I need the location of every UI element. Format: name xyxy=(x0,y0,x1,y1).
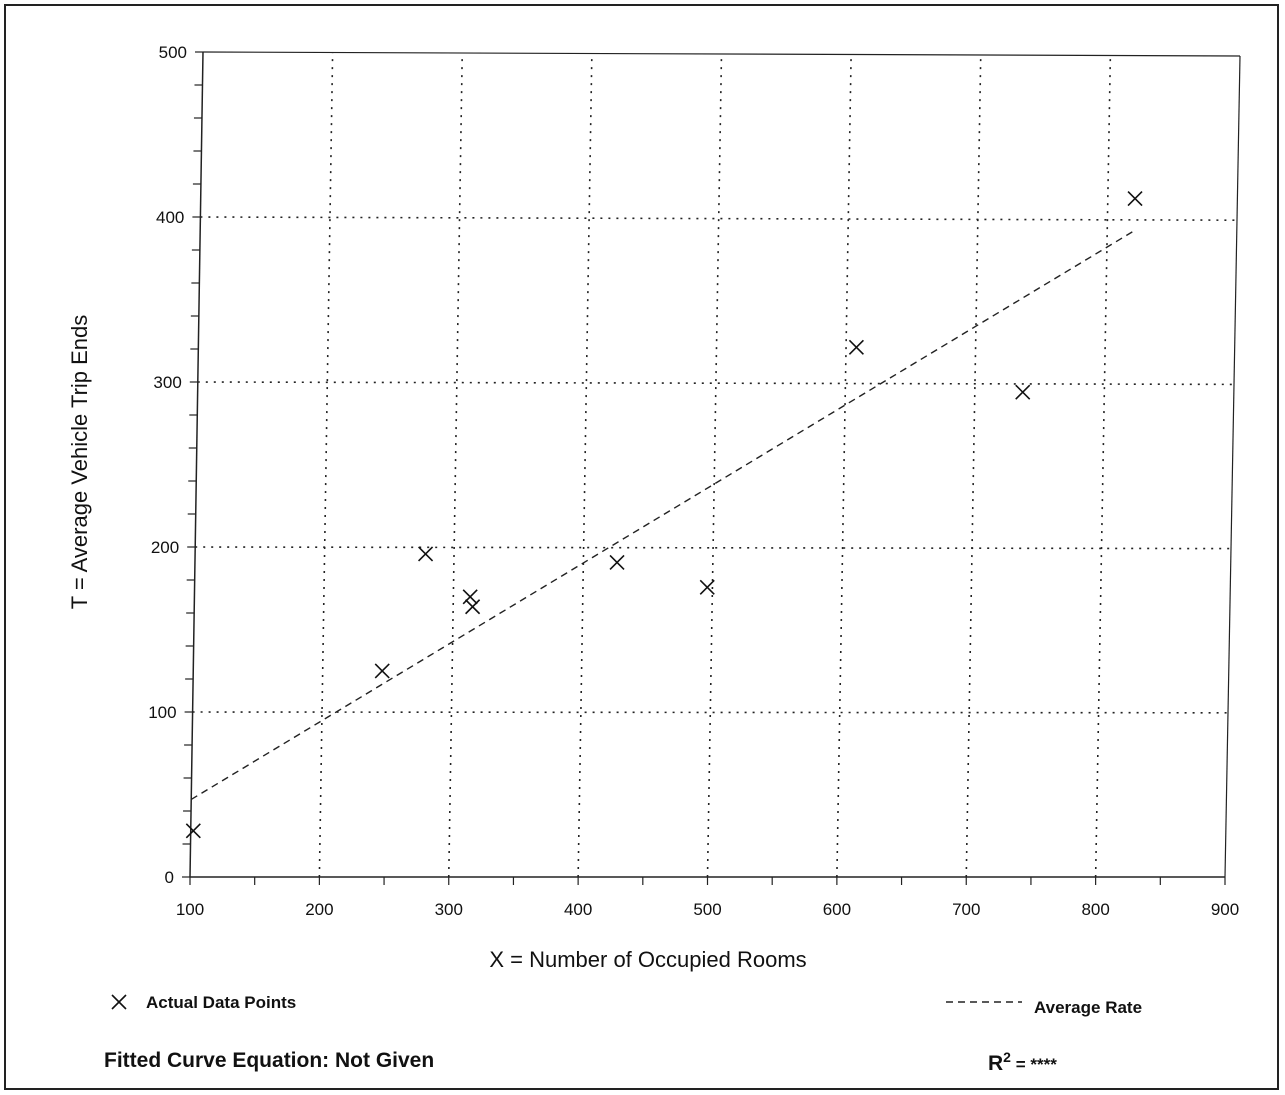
x-tick-label: 800 xyxy=(1081,900,1109,919)
legend-point-marker xyxy=(111,994,127,1010)
grid-line-x xyxy=(706,53,723,878)
x-axis-label: X = Number of Occupied Rooms xyxy=(489,947,806,972)
legend-points-label: Actual Data Points xyxy=(146,993,297,1012)
r-squared: R2 = **** xyxy=(988,1049,1057,1076)
data-point xyxy=(462,589,478,605)
y-axis-line xyxy=(189,51,204,878)
x-tick-label: 700 xyxy=(952,900,980,919)
axes xyxy=(189,51,1241,878)
plot-right-border xyxy=(1224,55,1241,878)
grid-line-x xyxy=(1094,55,1112,878)
y-tick-label: 0 xyxy=(165,868,174,887)
x-tick-label: 900 xyxy=(1211,900,1239,919)
data-point xyxy=(417,546,434,562)
series-layer xyxy=(185,190,1143,839)
chart-frame xyxy=(4,4,1279,1090)
data-point xyxy=(699,579,715,595)
grid-line-x xyxy=(318,52,334,878)
tick-labels: 100 200 300 400 500 600 700 800 9000100200300400… xyxy=(148,43,1239,919)
r-squared-symbol: R xyxy=(988,1052,1004,1075)
data-point xyxy=(1015,384,1031,400)
x-tick-label: 100 xyxy=(176,900,204,919)
x-tick-label: 300 xyxy=(435,900,463,919)
grid-line-y xyxy=(192,711,1229,714)
data-point xyxy=(185,823,201,839)
y-tick-label: 400 xyxy=(156,208,184,227)
x-tick-label: 200 xyxy=(305,900,333,919)
y-tick-label: 300 xyxy=(153,373,181,392)
data-point xyxy=(1127,190,1143,207)
x-tick-label: 600 xyxy=(823,900,851,919)
x-tick-label: 400 xyxy=(564,900,592,919)
average-rate-line xyxy=(190,230,1134,801)
fitted-curve-equation: Fitted Curve Equation: Not Given xyxy=(104,1049,435,1072)
ticks xyxy=(182,51,1226,885)
grid-line-x xyxy=(577,53,593,878)
y-tick-label: 100 xyxy=(148,703,176,722)
r-squared-superscript: 2 xyxy=(1003,1049,1011,1065)
legend-line-label: Average Rate xyxy=(1034,998,1143,1017)
x-tick-label: 500 xyxy=(693,900,721,919)
y-axis-label: T = Average Vehicle Trip Ends xyxy=(67,315,92,610)
r-squared-value: = **** xyxy=(1010,1055,1057,1074)
data-point xyxy=(848,339,864,355)
y-tick-label: 200 xyxy=(151,538,179,557)
data-point xyxy=(465,599,481,615)
data-point xyxy=(374,663,390,679)
plot-top-border xyxy=(202,51,1241,57)
data-point xyxy=(609,554,625,571)
grid-line-y xyxy=(197,381,1235,386)
grid-line-x xyxy=(965,54,982,878)
grid xyxy=(192,52,1238,878)
grid-line-x xyxy=(836,54,852,878)
y-tick-label: 500 xyxy=(159,43,187,62)
grid-line-x xyxy=(447,52,464,878)
